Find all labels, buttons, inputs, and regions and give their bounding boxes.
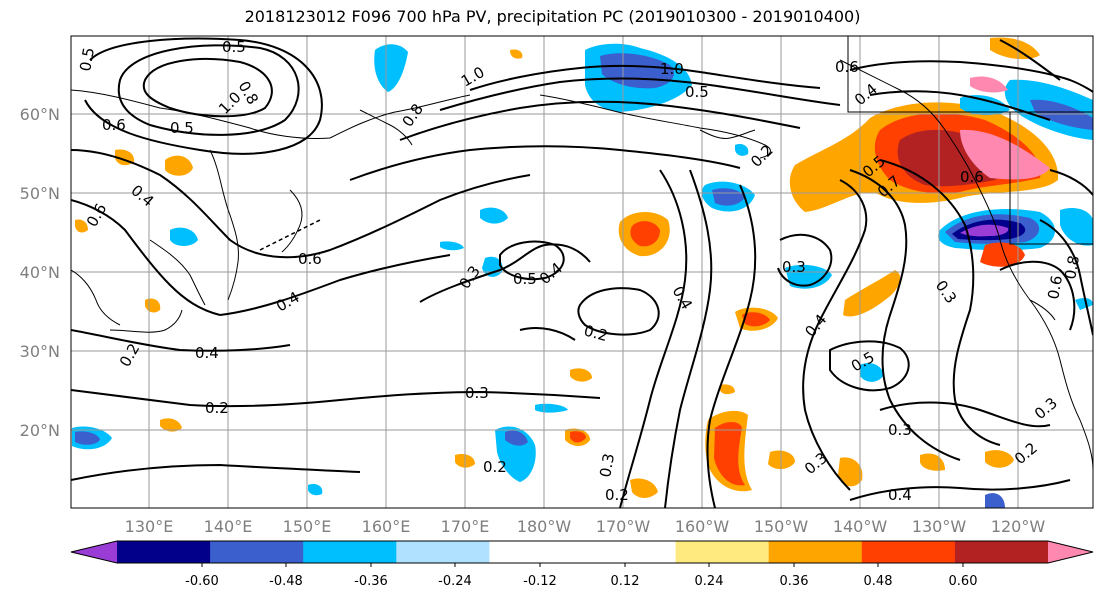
- contour-label: 1.0: [660, 60, 684, 78]
- colorbar-segment: [768, 541, 863, 563]
- contour-label: 0.5: [170, 119, 194, 137]
- latitude-labels: 60°N 50°N 40°N 30°N 20°N: [20, 105, 60, 440]
- colorbar-tick-label: 0.12: [611, 574, 640, 589]
- contour-label: 0.6: [835, 58, 859, 76]
- contour-label: 0.4: [888, 486, 912, 504]
- colorbar-segment: [1048, 541, 1093, 563]
- pv-contours: [71, 37, 1093, 508]
- contour-label: 0.3: [782, 258, 806, 276]
- lat-label: 40°N: [20, 263, 60, 282]
- contour-label: 0.2: [605, 486, 629, 504]
- colorbar-segment: [117, 541, 211, 563]
- lon-label: 180°W: [517, 517, 572, 536]
- contour-label: 0.5: [513, 270, 537, 288]
- lon-label: 160°E: [362, 517, 411, 536]
- lon-label: 170°E: [441, 517, 490, 536]
- lon-label: 120°W: [991, 517, 1046, 536]
- lat-label: 30°N: [20, 342, 60, 361]
- colorbar-tick-label: 0.60: [949, 574, 978, 589]
- contour-label: 0.6: [960, 168, 984, 186]
- lat-label: 20°N: [20, 421, 60, 440]
- contour-label: 0.6: [1044, 274, 1066, 301]
- contour-label: 0.3: [465, 384, 489, 402]
- contour-label: 0.6: [102, 116, 126, 134]
- colorbar: [70, 540, 1094, 567]
- colorbar-segment: [71, 541, 117, 563]
- colorbar-tick-label: -0.48: [269, 574, 303, 589]
- region-box-2: [1009, 111, 1093, 245]
- colorbar-tick-label: 0.24: [695, 574, 724, 589]
- lat-label: 60°N: [20, 105, 60, 124]
- lon-label: 130°E: [125, 517, 174, 536]
- lon-label: 170°W: [596, 517, 651, 536]
- contour-label: 0.3: [888, 421, 912, 439]
- colorbar-segment: [675, 541, 770, 563]
- lon-label: 140°W: [833, 517, 888, 536]
- region-box: [847, 36, 1093, 113]
- lon-label: 160°W: [675, 517, 730, 536]
- colorbar-segment: [582, 541, 677, 563]
- colorbar-tick-label: -0.60: [185, 574, 219, 589]
- colorbar-tick-label: 0.36: [780, 574, 809, 589]
- map-border: [70, 35, 1094, 509]
- colorbar-tick-label: -0.36: [354, 574, 388, 589]
- colorbar-tick-labels: -0.60 -0.48 -0.36 -0.24 -0.12 0.12 0.24 …: [185, 574, 977, 589]
- lon-label: 150°W: [754, 517, 809, 536]
- contour-label: 0.5: [222, 38, 246, 56]
- contour-label: 0.6: [298, 250, 322, 268]
- colorbar-segment: [954, 541, 1049, 563]
- contour-label: 0.5: [76, 46, 98, 73]
- longitude-labels: 130°E 140°E 150°E 160°E 170°E 180°W 170°…: [125, 517, 1046, 536]
- lon-label: 130°W: [912, 517, 967, 536]
- contour-label: 0.2: [205, 399, 229, 417]
- contour-label: 0.3: [596, 452, 618, 479]
- colorbar-segment: [396, 541, 490, 563]
- lon-label: 150°E: [283, 517, 332, 536]
- colorbar-tick-label: -0.24: [438, 574, 472, 589]
- contour-label: 0.2: [483, 458, 507, 476]
- contour-label: 0.4: [195, 344, 219, 362]
- colorbar-segment: [861, 541, 956, 563]
- lon-label: 140°E: [204, 517, 253, 536]
- contour-label: 0.5: [685, 83, 709, 101]
- colorbar-segment: [489, 541, 583, 563]
- coastlines: [71, 59, 1093, 471]
- lat-label: 50°N: [20, 184, 60, 203]
- colorbar-tick-label: -0.12: [523, 574, 557, 589]
- map-title: 2018123012 F096 700 hPa PV, precipitatio…: [244, 7, 861, 26]
- contour-label: 0.2: [582, 321, 610, 345]
- graticule: [71, 36, 1093, 508]
- colorbar-outline: [70, 540, 1094, 564]
- colorbar-segment: [210, 541, 304, 563]
- colorbar-tick-label: 0.48: [864, 574, 893, 589]
- contour-label: 0.8: [1061, 254, 1083, 281]
- colorbar-segment: [303, 541, 397, 563]
